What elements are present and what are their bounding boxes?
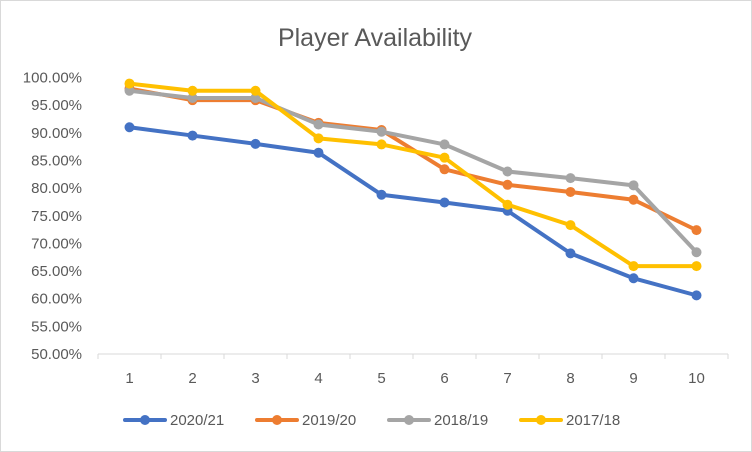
x-tick-label: 4 — [314, 370, 322, 387]
y-tick-label: 70.00% — [31, 235, 82, 252]
data-point — [376, 139, 387, 150]
series-line — [127, 81, 699, 269]
data-point — [691, 247, 702, 258]
x-tick-label: 9 — [629, 370, 637, 387]
x-tick-label: 10 — [688, 370, 705, 387]
legend-label: 2018/19 — [434, 412, 488, 429]
y-tick-label: 90.00% — [31, 125, 82, 142]
data-point — [439, 164, 450, 175]
data-point — [124, 78, 135, 89]
data-point — [628, 261, 639, 272]
legend-marker — [404, 415, 414, 425]
data-point — [502, 199, 513, 210]
data-point — [376, 189, 387, 200]
x-tick-label: 6 — [440, 370, 448, 387]
series-line — [127, 125, 699, 298]
series-layer — [124, 78, 702, 301]
data-point — [565, 220, 576, 231]
legend-marker — [272, 415, 282, 425]
data-point — [439, 152, 450, 163]
y-axis-tick-labels: 50.00% 55.00% 60.00% 65.00% 70.00% 75.00% 80.0… — [23, 70, 82, 364]
legend-label: 2017/18 — [566, 412, 620, 429]
data-point — [628, 194, 639, 205]
data-point — [691, 290, 702, 301]
legend-item: 2017/18 — [519, 412, 620, 429]
data-point — [124, 122, 135, 133]
data-point — [565, 186, 576, 197]
x-tick-label: 7 — [503, 370, 511, 387]
y-tick-label: 85.00% — [31, 152, 82, 169]
data-point — [187, 130, 198, 141]
data-point — [502, 179, 513, 190]
y-tick-label: 55.00% — [31, 318, 82, 335]
data-point — [187, 92, 198, 103]
legend-marker — [536, 415, 546, 425]
y-tick-label: 80.00% — [31, 180, 82, 197]
data-point — [691, 261, 702, 272]
y-tick-label: 95.00% — [31, 97, 82, 114]
legend-marker — [140, 415, 150, 425]
data-point — [565, 173, 576, 184]
legend: 2020/21 2019/20 2018/19 2017/18 — [123, 412, 620, 429]
data-point — [628, 180, 639, 191]
data-point — [313, 133, 324, 144]
data-point — [313, 119, 324, 130]
data-point — [124, 85, 135, 96]
data-point — [628, 273, 639, 284]
chart-title: Player Availability — [278, 24, 473, 52]
data-point — [502, 166, 513, 177]
data-point — [250, 92, 261, 103]
x-tick-label: 8 — [566, 370, 574, 387]
series-2017-18 — [124, 78, 702, 272]
y-tick-label: 65.00% — [31, 263, 82, 280]
data-point — [376, 126, 387, 137]
series-line — [127, 88, 699, 255]
legend-item: 2020/21 — [123, 412, 224, 429]
x-axis: 1 2 3 4 5 6 7 8 9 10 — [97, 353, 729, 387]
legend-label: 2019/20 — [302, 412, 356, 429]
series-2018-19 — [124, 85, 702, 258]
y-tick-label: 100.00% — [23, 70, 82, 87]
y-tick-label: 75.00% — [31, 208, 82, 225]
data-point — [250, 138, 261, 149]
data-point — [250, 85, 261, 96]
y-tick-label: 50.00% — [31, 346, 82, 363]
series-2020-21 — [124, 122, 702, 301]
legend-label: 2020/21 — [170, 412, 224, 429]
x-tick-label: 1 — [125, 370, 133, 387]
x-tick-label: 5 — [377, 370, 385, 387]
data-point — [313, 147, 324, 158]
legend-item: 2018/19 — [387, 412, 488, 429]
data-point — [691, 225, 702, 236]
series-line — [127, 86, 699, 233]
data-point — [187, 85, 198, 96]
legend-item: 2019/20 — [255, 412, 356, 429]
data-point — [439, 197, 450, 208]
data-point — [565, 248, 576, 259]
y-tick-label: 60.00% — [31, 291, 82, 308]
x-tick-label: 3 — [251, 370, 259, 387]
data-point — [439, 139, 450, 150]
series-2019-20 — [124, 83, 702, 236]
x-tick-label: 2 — [188, 370, 196, 387]
